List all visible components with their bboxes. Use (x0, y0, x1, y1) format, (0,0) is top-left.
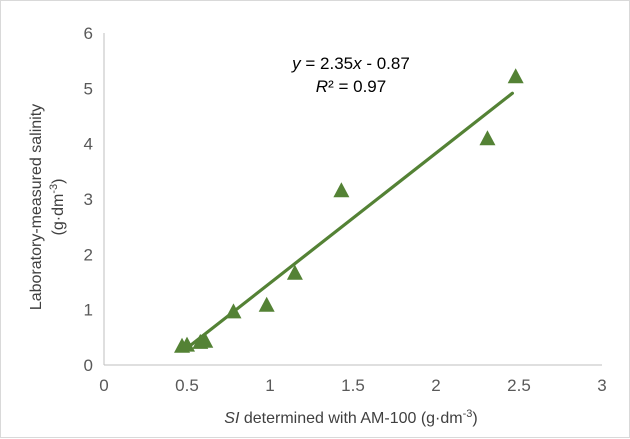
data-point (286, 264, 303, 280)
y-axis-unit: (g·dm-3) (48, 179, 67, 236)
x-tick-label: 0 (99, 376, 108, 395)
x-tick-label: 0.5 (175, 376, 199, 395)
trendline-equation: y = 2.35x - 0.87 (291, 54, 410, 73)
data-point (507, 68, 524, 84)
data-point (258, 296, 275, 312)
y-tick-label: 2 (84, 245, 93, 264)
y-tick-label: 0 (84, 356, 93, 375)
data-point (179, 336, 195, 352)
y-tick-label: 4 (84, 135, 93, 154)
trendline (188, 91, 514, 348)
y-tick-label: 5 (84, 79, 93, 98)
x-tick-label: 2.5 (507, 376, 531, 395)
x-tick-label: 1 (265, 376, 274, 395)
x-axis-title: SI determined with AM-100 (g·dm-3) (224, 408, 477, 427)
y-tick-label: 1 (84, 301, 93, 320)
data-point (225, 303, 242, 319)
y-axis-title: Laboratory-measured salinity (28, 104, 45, 310)
y-tick-label: 6 (84, 24, 93, 43)
data-point (333, 182, 350, 198)
x-tick-label: 3 (597, 376, 606, 395)
data-point (197, 332, 214, 348)
x-tick-label: 1.5 (341, 376, 365, 395)
x-tick-label: 2 (431, 376, 440, 395)
y-tick-label: 3 (84, 190, 93, 209)
r-squared-label: R² = 0.97 (316, 77, 386, 96)
data-point (479, 130, 496, 146)
